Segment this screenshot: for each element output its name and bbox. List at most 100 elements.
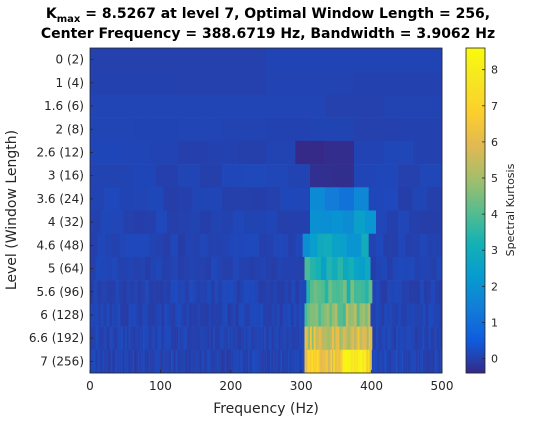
heatmap-cell	[398, 210, 410, 235]
heatmap-cell	[409, 280, 413, 304]
heatmap-cell	[99, 349, 102, 374]
heatmap-cell	[300, 326, 303, 351]
heatmap-cell	[237, 349, 239, 374]
heatmap-cell	[334, 303, 338, 327]
heatmap-cell	[322, 349, 325, 374]
heatmap-cell	[266, 326, 269, 351]
heatmap-cell	[90, 187, 105, 211]
heatmap-cell	[277, 256, 283, 281]
heatmap-cell	[432, 326, 435, 351]
heatmap-cell	[273, 326, 276, 351]
y-tick-label: 3.6 (24)	[36, 192, 84, 206]
heatmap-cell	[425, 256, 432, 281]
heatmap-cell	[181, 326, 184, 351]
heatmap-cell	[163, 326, 166, 351]
heatmap-cell	[101, 256, 107, 281]
heatmap-cell	[367, 303, 371, 327]
heatmap-cell	[128, 349, 131, 374]
heatmap-cell	[222, 256, 228, 281]
heatmap-cell	[123, 326, 126, 351]
heatmap-cell	[134, 187, 149, 211]
colorbar-swatch	[466, 283, 485, 287]
heatmap-cell	[127, 349, 129, 374]
heatmap-cell	[341, 326, 344, 351]
heatmap-cell	[194, 256, 201, 281]
colorbar-swatch	[466, 321, 485, 325]
heatmap-cell	[288, 164, 311, 188]
heatmap-cell	[373, 349, 375, 374]
heatmap-cell	[388, 326, 391, 351]
heatmap-cell	[255, 256, 261, 281]
heatmap-cell	[366, 349, 369, 374]
colorbar-swatch	[466, 229, 485, 233]
heatmap-cell	[376, 233, 384, 258]
x-tick-label: 0	[86, 379, 94, 393]
colorbar-swatch	[466, 137, 485, 141]
heatmap-cell	[181, 280, 186, 304]
heatmap-cell	[310, 303, 314, 327]
heatmap-cell	[360, 349, 363, 374]
colorbar-swatch	[466, 207, 485, 211]
heatmap-cell	[433, 303, 437, 327]
heatmap-cell	[329, 303, 333, 327]
heatmap-cell	[349, 349, 352, 374]
heatmap-cell	[241, 303, 245, 327]
colorbar-swatch	[466, 50, 485, 54]
heatmap-cell	[345, 349, 348, 374]
heatmap-cell	[257, 349, 260, 374]
heatmap-cell	[178, 233, 186, 258]
heatmap-cell	[101, 210, 113, 235]
heatmap-cell	[260, 326, 263, 351]
heatmap-cell	[281, 349, 283, 374]
heatmap-cell	[196, 280, 201, 304]
heatmap-cell	[359, 303, 363, 327]
heatmap-cell	[376, 303, 380, 327]
heatmap-cell	[151, 349, 154, 374]
heatmap-cell	[95, 326, 98, 351]
heatmap-cell	[365, 256, 371, 281]
heatmap-cell	[229, 326, 232, 351]
heatmap-cell	[110, 326, 113, 351]
colorbar-swatch	[466, 297, 485, 301]
heatmap-cell	[285, 349, 287, 374]
heatmap-cell	[176, 349, 179, 374]
heatmap-cell	[383, 326, 386, 351]
heatmap-cell	[98, 349, 100, 374]
heatmap-cell	[334, 349, 337, 374]
x-tick-label: 400	[360, 379, 383, 393]
heatmap-cell	[440, 349, 443, 374]
heatmap-cell	[271, 303, 275, 327]
heatmap-cell	[425, 326, 428, 351]
heatmap-cell	[190, 326, 193, 351]
heatmap-cell	[148, 140, 179, 165]
heatmap-cell	[222, 164, 245, 188]
heatmap-cell	[304, 349, 307, 374]
heatmap-cell	[222, 233, 230, 258]
heatmap-cell	[93, 280, 98, 304]
x-tick-label: 500	[431, 379, 454, 393]
heatmap-cell	[332, 164, 355, 188]
heatmap-cell	[209, 349, 212, 374]
colorbar-swatch	[466, 91, 485, 95]
heatmap-cell	[420, 326, 423, 351]
heatmap-cell	[288, 233, 296, 258]
heatmap-cell	[135, 326, 138, 351]
heatmap-cell	[183, 326, 186, 351]
heatmap-cell	[233, 326, 236, 351]
heatmap-cell	[167, 256, 173, 281]
colorbar-swatch	[466, 326, 485, 331]
heatmap-cell	[178, 326, 181, 351]
colorbar-swatch	[466, 175, 485, 179]
heatmap-cell	[407, 326, 410, 351]
heatmap-cell	[352, 326, 355, 351]
heatmap-cell	[415, 349, 418, 374]
heatmap-cell	[343, 326, 346, 351]
heatmap-cell	[304, 303, 308, 327]
y-tick-label: 1 (4)	[56, 76, 84, 90]
heatmap-cell	[90, 94, 149, 118]
heatmap-cell	[156, 326, 159, 351]
heatmap-cell	[201, 326, 204, 351]
heatmap-cell	[110, 349, 113, 374]
heatmap-cell	[112, 233, 120, 258]
heatmap-cell	[131, 349, 133, 374]
